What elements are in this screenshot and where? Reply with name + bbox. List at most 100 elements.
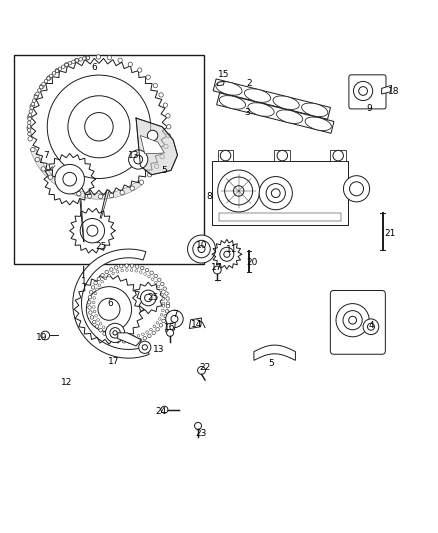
Circle shape bbox=[106, 329, 109, 332]
Circle shape bbox=[166, 329, 173, 336]
Circle shape bbox=[58, 67, 62, 70]
Circle shape bbox=[72, 60, 75, 63]
Circle shape bbox=[63, 172, 77, 186]
Circle shape bbox=[34, 95, 37, 99]
Polygon shape bbox=[44, 154, 95, 205]
Text: 11: 11 bbox=[226, 245, 237, 254]
Circle shape bbox=[95, 314, 97, 317]
Text: 13: 13 bbox=[128, 151, 140, 160]
Circle shape bbox=[166, 114, 170, 118]
Text: 8: 8 bbox=[207, 192, 212, 201]
Circle shape bbox=[126, 269, 128, 271]
Polygon shape bbox=[381, 85, 392, 94]
Circle shape bbox=[225, 177, 253, 205]
FancyBboxPatch shape bbox=[330, 290, 385, 354]
Circle shape bbox=[224, 251, 230, 257]
Circle shape bbox=[166, 310, 183, 328]
Circle shape bbox=[47, 76, 51, 80]
Polygon shape bbox=[70, 208, 115, 253]
Circle shape bbox=[112, 272, 115, 274]
Circle shape bbox=[163, 103, 167, 107]
Circle shape bbox=[85, 56, 90, 60]
Circle shape bbox=[363, 319, 379, 335]
Circle shape bbox=[138, 338, 141, 342]
Bar bbox=[14, 55, 204, 264]
Circle shape bbox=[152, 278, 154, 280]
Circle shape bbox=[94, 292, 97, 295]
Circle shape bbox=[88, 301, 91, 304]
Circle shape bbox=[146, 331, 148, 334]
Circle shape bbox=[198, 367, 205, 374]
Circle shape bbox=[68, 61, 72, 65]
Circle shape bbox=[28, 128, 31, 132]
Circle shape bbox=[148, 173, 152, 177]
Circle shape bbox=[101, 280, 103, 283]
Ellipse shape bbox=[248, 103, 274, 116]
Circle shape bbox=[117, 270, 119, 273]
Circle shape bbox=[336, 304, 369, 337]
Circle shape bbox=[47, 75, 151, 179]
Circle shape bbox=[41, 167, 46, 171]
Text: 17: 17 bbox=[108, 357, 119, 366]
Polygon shape bbox=[74, 274, 144, 344]
Circle shape bbox=[28, 121, 31, 124]
Circle shape bbox=[139, 180, 144, 184]
Circle shape bbox=[159, 318, 161, 320]
Circle shape bbox=[40, 84, 44, 88]
Circle shape bbox=[97, 319, 99, 321]
Circle shape bbox=[105, 270, 109, 274]
Circle shape bbox=[57, 182, 61, 187]
Polygon shape bbox=[330, 150, 346, 161]
Circle shape bbox=[333, 150, 343, 161]
Circle shape bbox=[27, 125, 31, 128]
Polygon shape bbox=[118, 333, 141, 346]
Circle shape bbox=[141, 266, 144, 270]
Circle shape bbox=[27, 126, 31, 130]
Text: 12: 12 bbox=[61, 378, 73, 387]
Text: 16: 16 bbox=[164, 323, 176, 332]
Circle shape bbox=[146, 75, 150, 79]
Circle shape bbox=[65, 63, 68, 67]
Circle shape bbox=[110, 332, 113, 334]
Circle shape bbox=[166, 304, 170, 308]
Circle shape bbox=[150, 328, 152, 331]
Circle shape bbox=[77, 191, 81, 196]
Circle shape bbox=[125, 264, 128, 268]
Circle shape bbox=[38, 88, 41, 92]
Circle shape bbox=[52, 71, 56, 75]
Circle shape bbox=[89, 290, 93, 294]
Text: 18: 18 bbox=[388, 87, 399, 96]
Circle shape bbox=[152, 331, 155, 335]
Circle shape bbox=[161, 293, 163, 296]
Ellipse shape bbox=[244, 89, 271, 102]
Polygon shape bbox=[217, 93, 334, 133]
Circle shape bbox=[135, 265, 139, 268]
Circle shape bbox=[159, 324, 162, 327]
Text: 9: 9 bbox=[367, 104, 372, 113]
Circle shape bbox=[343, 311, 362, 330]
Circle shape bbox=[161, 406, 168, 413]
Polygon shape bbox=[141, 135, 164, 154]
Polygon shape bbox=[73, 249, 149, 358]
Circle shape bbox=[34, 94, 39, 98]
Circle shape bbox=[110, 193, 114, 198]
Circle shape bbox=[259, 176, 292, 210]
Circle shape bbox=[35, 157, 39, 162]
FancyBboxPatch shape bbox=[349, 75, 386, 109]
Circle shape bbox=[155, 281, 157, 284]
Circle shape bbox=[122, 340, 126, 343]
Circle shape bbox=[123, 336, 126, 338]
Circle shape bbox=[102, 326, 105, 328]
Circle shape bbox=[133, 340, 136, 343]
Polygon shape bbox=[212, 239, 242, 269]
Circle shape bbox=[164, 314, 167, 318]
Circle shape bbox=[148, 130, 158, 141]
Text: 1: 1 bbox=[81, 277, 87, 286]
Text: 15: 15 bbox=[218, 70, 229, 79]
Text: 20: 20 bbox=[246, 257, 258, 266]
Circle shape bbox=[166, 297, 170, 300]
Circle shape bbox=[153, 83, 158, 88]
Circle shape bbox=[194, 422, 201, 430]
Circle shape bbox=[64, 63, 69, 67]
Circle shape bbox=[47, 77, 50, 80]
